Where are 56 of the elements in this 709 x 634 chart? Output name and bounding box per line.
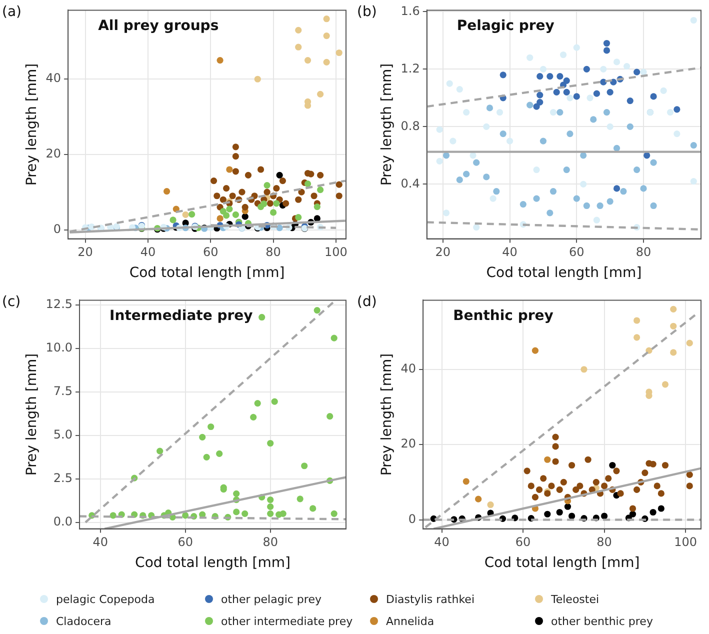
x-axis-title: Cod total length [mm] bbox=[486, 265, 642, 282]
text: (a) bbox=[2, 4, 22, 20]
legend-label: Diastylis rathkei bbox=[386, 592, 475, 606]
y-axis-title: Prey length [mm] bbox=[379, 63, 396, 186]
x-tick-label: 40 bbox=[92, 535, 108, 550]
x-tick-label: 20 bbox=[78, 245, 93, 260]
y-tick-label: 40 bbox=[400, 362, 416, 376]
legend-label: pelagic Copepoda bbox=[56, 592, 155, 606]
x-tick-label: 60 bbox=[569, 245, 584, 260]
text: Intermediate prey bbox=[110, 308, 253, 324]
text: Pelagic prey bbox=[456, 18, 554, 34]
x-tick-label: 80 bbox=[262, 535, 278, 550]
y-tick-label: 0 bbox=[408, 512, 416, 526]
y-axis-title: Prey length [mm] bbox=[379, 353, 396, 476]
legend-label: other benthic prey bbox=[551, 614, 653, 628]
y-tick-label: 5.0 bbox=[53, 428, 73, 442]
y-tick-label: 20 bbox=[46, 146, 62, 161]
x-tick-label: 100 bbox=[674, 535, 698, 550]
legend-label: Annelida bbox=[386, 614, 434, 628]
x-axis-title: Cod total length [mm] bbox=[129, 265, 285, 282]
x-tick-label: 80 bbox=[266, 245, 281, 260]
x-tick-label: 20 bbox=[435, 245, 451, 260]
x-tick-label: 40 bbox=[502, 245, 518, 260]
y-tick-label: 20 bbox=[400, 436, 416, 451]
y-tick-label: 0.8 bbox=[400, 118, 420, 133]
x-tick-label: 100 bbox=[324, 245, 348, 260]
x-axis-title: Cod total length [mm] bbox=[484, 555, 640, 572]
y-tick-label: 10.0 bbox=[46, 340, 73, 355]
y-tick-label: 0 bbox=[53, 222, 62, 236]
text: All prey groups bbox=[98, 18, 219, 34]
x-tick-label: 80 bbox=[596, 535, 612, 550]
x-axis-title: Cod total length [mm] bbox=[135, 555, 290, 572]
x-tick-label: 40 bbox=[434, 535, 450, 550]
y-tick-label: 1.2 bbox=[400, 61, 420, 76]
y-tick-label: 12.5 bbox=[46, 297, 73, 312]
y-axis-title: Prey length [mm] bbox=[24, 63, 40, 186]
y-tick-label: 7.5 bbox=[53, 384, 73, 398]
y-axis-title: Prey length [mm] bbox=[24, 353, 40, 476]
y-tick-label: 0.0 bbox=[53, 514, 73, 528]
text: (b) bbox=[357, 4, 377, 20]
legend-label: other pelagic prey bbox=[221, 592, 322, 606]
x-tick-label: 40 bbox=[140, 245, 156, 260]
y-tick-label: 1.6 bbox=[400, 4, 420, 18]
text: Benthic prey bbox=[453, 308, 554, 324]
y-tick-label: 40 bbox=[46, 71, 62, 86]
y-tick-label: 0.4 bbox=[400, 176, 420, 190]
text: (d) bbox=[357, 294, 377, 310]
legend-label: Teleostei bbox=[551, 592, 600, 606]
x-tick-label: 60 bbox=[203, 245, 218, 260]
legend-label: other intermediate prey bbox=[221, 614, 353, 628]
x-tick-label: 60 bbox=[515, 535, 531, 550]
y-tick-label: 2.5 bbox=[53, 471, 73, 486]
x-tick-label: 60 bbox=[178, 535, 193, 550]
text: (c) bbox=[2, 294, 21, 310]
legend-label: Cladocera bbox=[56, 614, 112, 628]
x-tick-label: 80 bbox=[636, 245, 652, 260]
